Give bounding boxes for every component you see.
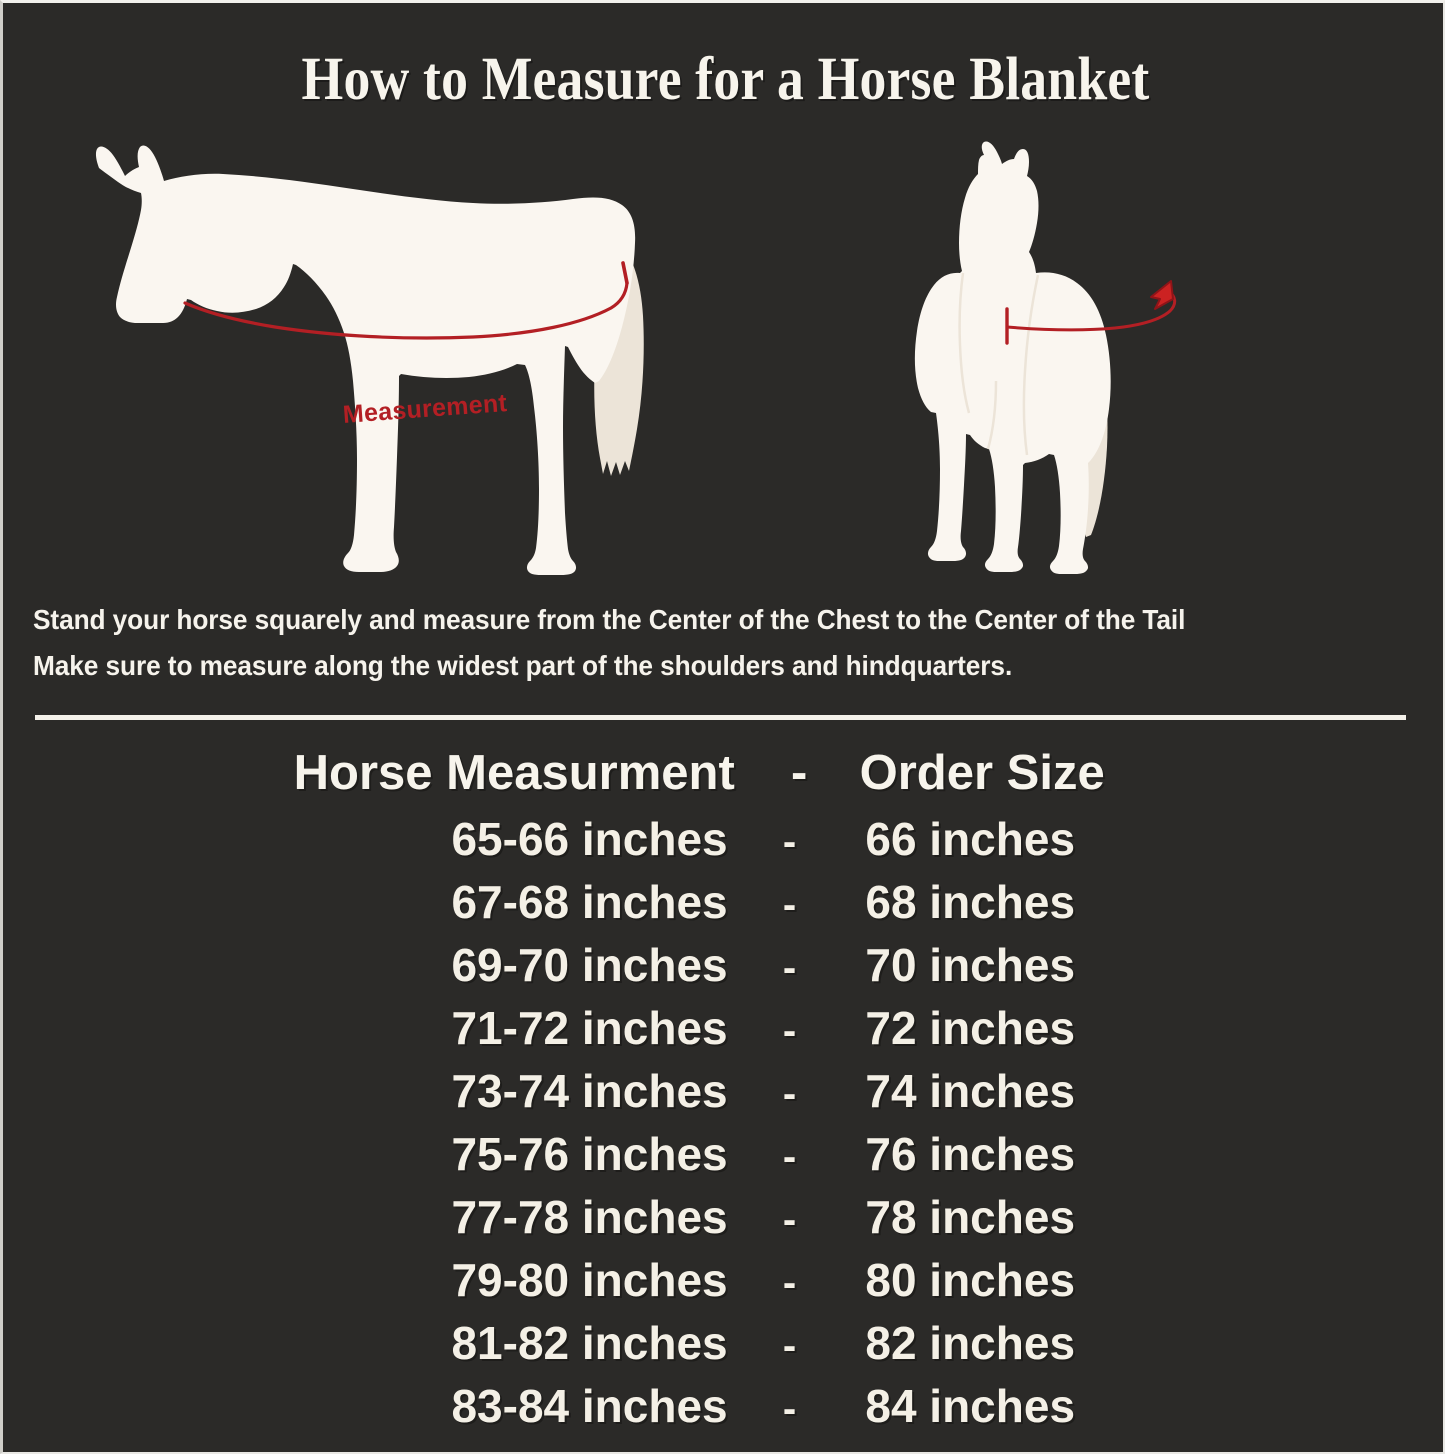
table-row: 65-66 inches - 66 inches <box>3 809 1443 872</box>
table-row: 75-76 inches - 76 inches <box>3 1124 1443 1187</box>
cell-separator: - <box>782 883 797 927</box>
cell-measurement: 83-84 inches <box>451 1380 728 1432</box>
instructions-line-1: Stand your horse squarely and measure fr… <box>33 604 1186 635</box>
rear-view-horse-icon <box>914 141 1177 574</box>
cell-order-size: 84 inches <box>865 1380 1076 1432</box>
horse-illustrations: Measurement <box>3 131 1443 586</box>
cell-order-size: 78 inches <box>865 1191 1076 1243</box>
cell-measurement: 71-72 inches <box>451 1002 728 1054</box>
cell-separator: - <box>782 1072 797 1116</box>
cell-measurement: 69-70 inches <box>451 939 728 991</box>
cell-measurement: 67-68 inches <box>451 876 728 928</box>
cell-measurement: 65-66 inches <box>451 813 728 865</box>
column-header-order-size: Order Size <box>859 746 1105 800</box>
table-row: 73-74 inches - 74 inches <box>3 1061 1443 1124</box>
cell-order-size: 70 inches <box>865 939 1076 991</box>
cell-order-size: 80 inches <box>865 1254 1076 1306</box>
table-row: 79-80 inches - 80 inches <box>3 1250 1443 1313</box>
instructions-line-2: Make sure to measure along the widest pa… <box>33 650 1013 681</box>
column-header-separator: - <box>791 746 808 800</box>
table-row: 81-82 inches - 82 inches <box>3 1313 1443 1376</box>
table-row: 77-78 inches - 78 inches <box>3 1187 1443 1250</box>
cell-order-size: 72 inches <box>865 1002 1076 1054</box>
cell-separator: - <box>782 1387 797 1431</box>
page-title: How to Measure for a Horse Blanket <box>301 46 1150 113</box>
cell-separator: - <box>782 1324 797 1368</box>
cell-order-size: 66 inches <box>865 813 1076 865</box>
cell-measurement: 79-80 inches <box>451 1254 728 1306</box>
size-chart-table: Horse Measurment - Order Size 65-66 inch… <box>3 737 1443 1439</box>
instructions-text: Stand your horse squarely and measure fr… <box>33 597 1360 689</box>
side-view-horse-icon <box>95 145 644 575</box>
cell-order-size: 74 inches <box>865 1065 1076 1117</box>
cell-order-size: 82 inches <box>865 1317 1076 1369</box>
cell-measurement: 81-82 inches <box>451 1317 728 1369</box>
cell-separator: - <box>782 1009 797 1053</box>
cell-measurement: 77-78 inches <box>451 1191 728 1243</box>
cell-order-size: 76 inches <box>865 1128 1076 1180</box>
table-row: 83-84 inches - 84 inches <box>3 1376 1443 1439</box>
table-header-row: Horse Measurment - Order Size <box>3 737 1443 809</box>
cell-separator: - <box>782 820 797 864</box>
section-divider <box>35 715 1406 720</box>
table-row: 69-70 inches - 70 inches <box>3 935 1443 998</box>
cell-separator: - <box>782 1261 797 1305</box>
cell-measurement: 73-74 inches <box>451 1065 728 1117</box>
column-header-measurement: Horse Measurment <box>293 746 735 800</box>
cell-measurement: 75-76 inches <box>451 1128 728 1180</box>
cell-order-size: 68 inches <box>865 876 1076 928</box>
table-row: 67-68 inches - 68 inches <box>3 872 1443 935</box>
cell-separator: - <box>782 1198 797 1242</box>
cell-separator: - <box>782 946 797 990</box>
cell-separator: - <box>782 1135 797 1179</box>
table-row: 71-72 inches - 72 inches <box>3 998 1443 1061</box>
